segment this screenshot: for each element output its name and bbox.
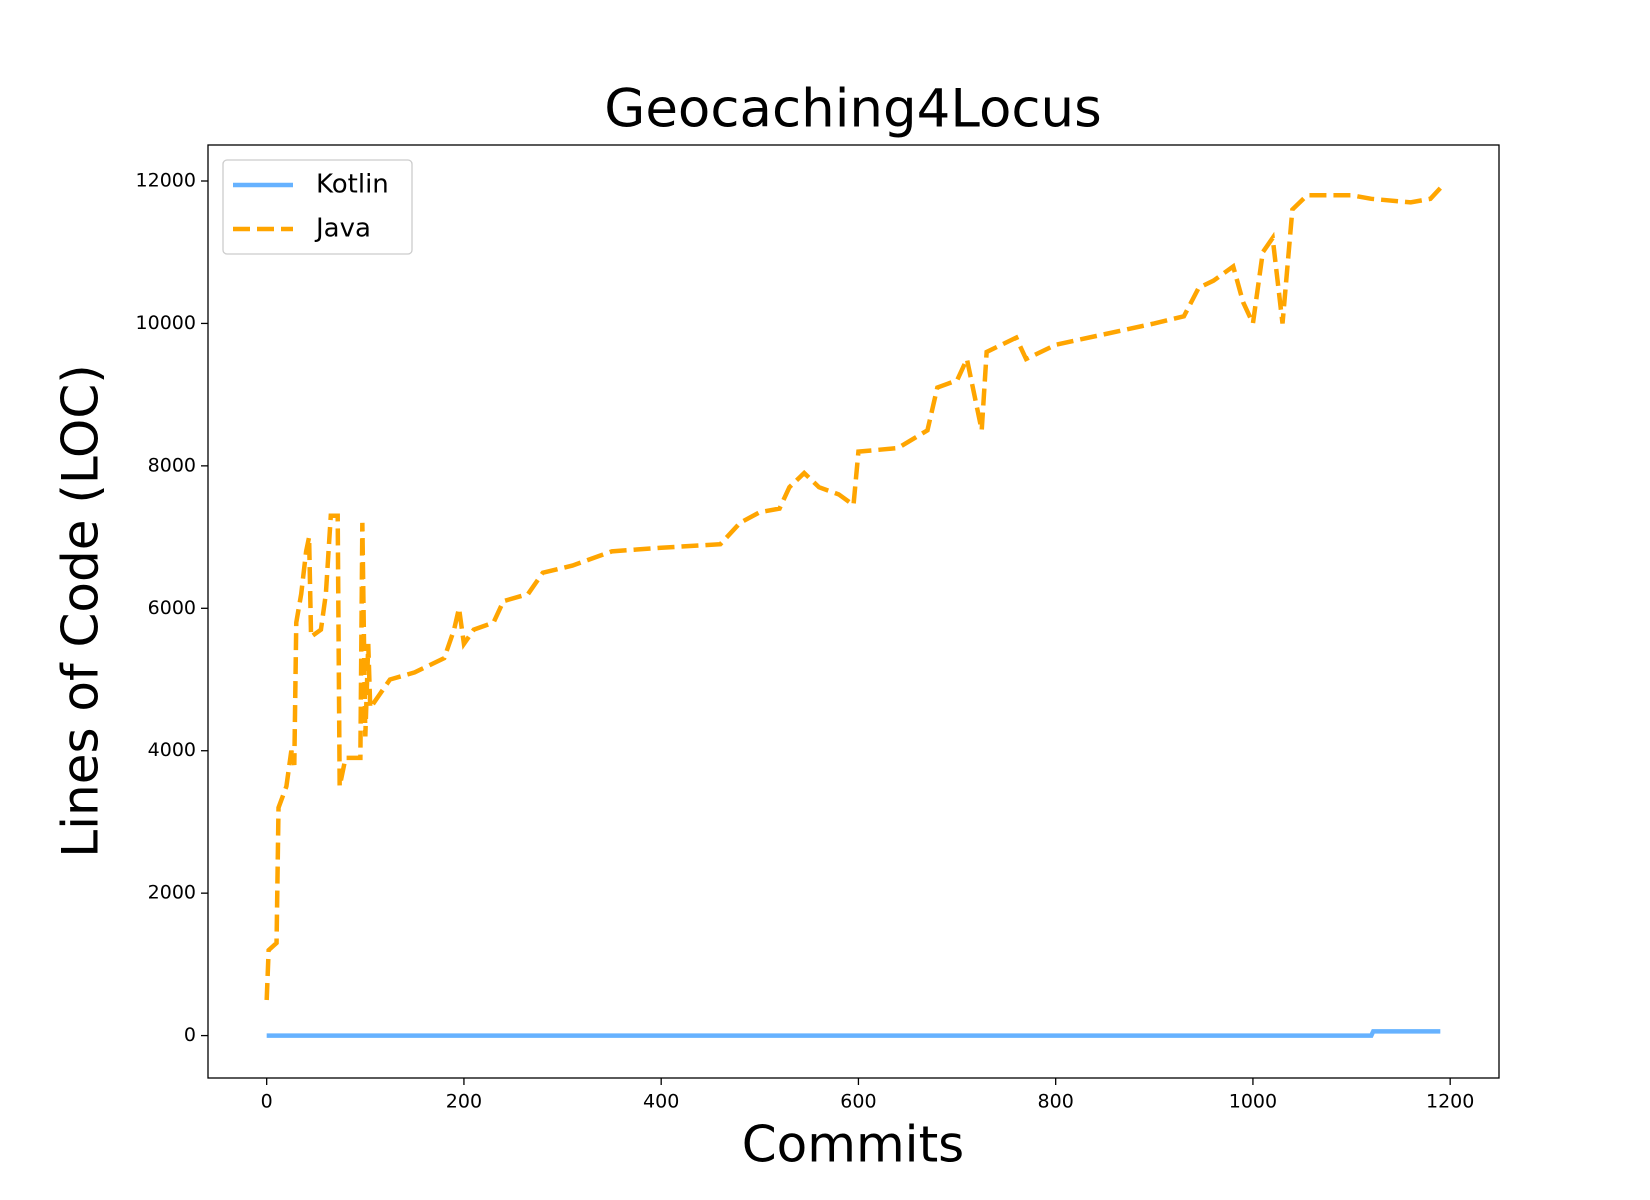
x-tick-label: 800 <box>1038 1091 1074 1113</box>
y-tick-label: 2000 <box>148 882 196 904</box>
x-tick-label: 1000 <box>1229 1091 1277 1113</box>
chart-title: Geocaching4Locus <box>604 79 1102 140</box>
series-line <box>264 186 1442 1001</box>
y-tick-label: 8000 <box>148 454 196 476</box>
y-tick-label: 12000 <box>136 169 196 191</box>
y-axis-label: Lines of Code (LOC) <box>52 364 110 857</box>
legend-label: Kotlin <box>316 170 389 200</box>
plot-frame <box>207 144 1500 1079</box>
series-line <box>266 1029 1441 1038</box>
x-tick-label: 0 <box>261 1091 273 1113</box>
y-tick-label: 0 <box>184 1024 196 1046</box>
x-axis-label: Commits <box>742 1116 964 1174</box>
x-tick-label: 600 <box>840 1091 876 1113</box>
y-tick-label: 6000 <box>148 597 196 619</box>
x-tick-label: 400 <box>643 1091 679 1113</box>
y-tick-label: 10000 <box>136 312 196 334</box>
y-tick-label: 4000 <box>148 739 196 761</box>
x-tick-label: 200 <box>446 1091 482 1113</box>
x-tick-label: 1200 <box>1426 1091 1474 1113</box>
legend-label: Java <box>314 214 371 244</box>
